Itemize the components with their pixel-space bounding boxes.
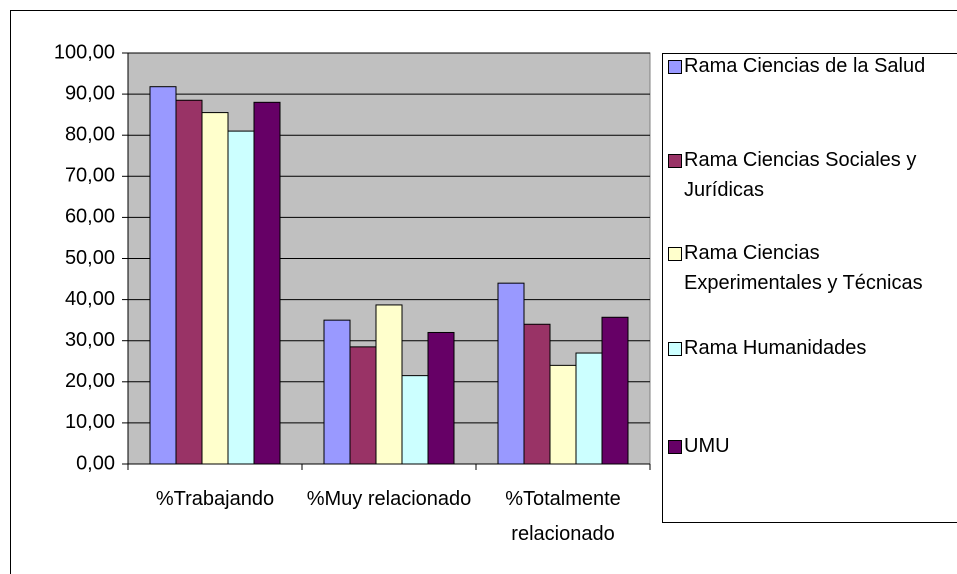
y-tick-label: 80,00 (65, 123, 115, 145)
bar (497, 282, 525, 465)
bar (549, 364, 577, 465)
y-tick-label: 40,00 (65, 288, 115, 310)
x-tick-label: %Trabajando (155, 488, 275, 510)
bar (523, 323, 551, 465)
y-tick-label: 10,00 (65, 411, 115, 433)
bar (601, 316, 629, 465)
y-tick-label: 90,00 (65, 82, 115, 104)
bar (175, 99, 203, 465)
legend-swatch (668, 440, 682, 454)
legend-label: Rama Humanidades (684, 337, 867, 359)
y-tick-label: 0,00 (76, 452, 115, 474)
y-tick-label: 70,00 (65, 165, 115, 187)
bar (149, 86, 177, 465)
legend-label: Rama Ciencias Sociales y Jurídicas (684, 149, 917, 201)
bar (375, 304, 403, 465)
bar (323, 319, 351, 465)
legend-box (662, 53, 957, 523)
y-tick-label: 30,00 (65, 329, 115, 351)
legend-label: Rama Ciencias de la Salud (684, 55, 926, 77)
legend-label: UMU (684, 435, 730, 457)
x-tick-label: %Totalmente relacionado (505, 488, 621, 545)
y-tick-label: 100,00 (54, 41, 115, 63)
legend-swatch (668, 60, 682, 74)
x-tick-label: %Muy relacionado (306, 488, 472, 510)
bar (227, 130, 255, 465)
bar (349, 346, 377, 465)
legend-swatch (668, 342, 682, 356)
y-tick-label: 20,00 (65, 370, 115, 392)
legend-swatch (668, 154, 682, 168)
bar (201, 112, 229, 465)
bar (253, 101, 281, 465)
legend-swatch (668, 247, 682, 261)
legend-label: Rama Ciencias Experimentales y Técnicas (684, 242, 923, 294)
y-tick-label: 50,00 (65, 247, 115, 269)
y-tick-label: 60,00 (65, 206, 115, 228)
bar (427, 331, 455, 465)
bar (401, 375, 429, 465)
bar (575, 352, 603, 465)
